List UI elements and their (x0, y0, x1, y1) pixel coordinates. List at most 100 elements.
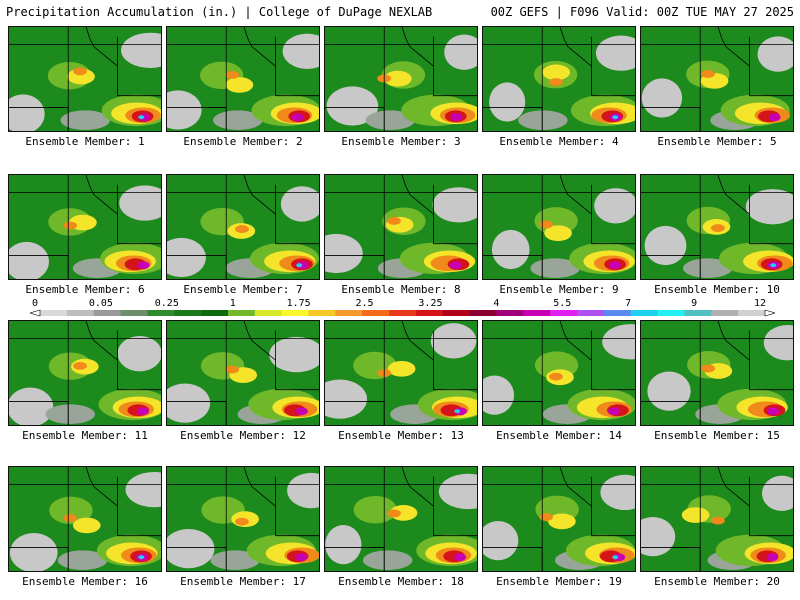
ensemble-map-panel (166, 320, 320, 426)
dry-area (530, 258, 580, 279)
extreme-area (612, 555, 619, 560)
ensemble-map-panel (482, 174, 636, 280)
colorbar-tick-label: 0 (31, 298, 39, 309)
dry-area (282, 33, 319, 69)
colorbar-tick-label: 12 (753, 298, 767, 309)
border-line (641, 547, 701, 571)
ensemble-map-panel (8, 26, 162, 132)
colorbar-swatch (308, 310, 336, 316)
ensemble-map-panel (166, 26, 320, 132)
member-caption: Ensemble Member: 7 (183, 283, 303, 296)
river-line (559, 321, 592, 361)
colorbar-tick-label: 0.25 (154, 298, 179, 309)
border-line (433, 184, 477, 245)
member-caption: Ensemble Member: 4 (499, 135, 619, 148)
river-line (243, 27, 276, 67)
river-line (717, 467, 750, 507)
extreme-area (612, 115, 619, 120)
precip-field (483, 175, 635, 279)
heavy-area (544, 225, 572, 242)
ensemble-map-panel (8, 466, 162, 572)
dry-area (60, 110, 110, 131)
river-line (243, 321, 276, 361)
dry-area (444, 34, 477, 70)
precip-field (483, 27, 635, 131)
border-line (117, 476, 161, 537)
border-line (167, 401, 227, 425)
dry-area (9, 241, 49, 279)
dry-area (757, 36, 793, 72)
border-line (167, 547, 227, 571)
extreme-area (296, 263, 303, 268)
dry-area (483, 375, 515, 415)
heavy-area (701, 69, 715, 78)
border-line (117, 36, 161, 97)
dry-area (117, 336, 161, 372)
dry-area (119, 185, 161, 221)
heavy-area (235, 517, 249, 526)
precip-field (325, 467, 477, 571)
dry-area (325, 233, 363, 274)
extreme-area (766, 553, 779, 562)
border-line (749, 330, 793, 391)
model-run-info: 00Z GEFS | F096 Valid: 00Z TUE MAY 27 20… (490, 5, 794, 19)
heavy-area (387, 509, 401, 518)
dry-area (644, 225, 687, 266)
chart-title: Precipitation Accumulation (in.) | Colle… (6, 5, 433, 19)
precip-field (483, 321, 635, 425)
precip-field (641, 27, 793, 131)
heavy-area (225, 71, 240, 79)
colorbar-swatch (657, 310, 685, 316)
extreme-area (767, 407, 779, 416)
dry-area (167, 237, 206, 278)
dry-area (518, 110, 568, 131)
river-line (401, 467, 434, 507)
border-line (591, 476, 635, 537)
dry-area (438, 473, 477, 510)
colorbar-swatch (389, 310, 417, 316)
colorbar-swatch (120, 310, 148, 316)
extreme-area (449, 261, 462, 270)
ensemble-map-panel (640, 466, 794, 572)
dry-area (483, 521, 519, 561)
river-line (401, 27, 434, 67)
precip-field (325, 321, 477, 425)
moderate-area (353, 495, 398, 524)
border-line (591, 330, 635, 391)
border-line (9, 255, 69, 279)
colorbar-tick-label: 5.5 (553, 298, 572, 309)
colorbar-swatch (630, 310, 659, 316)
extreme-area (138, 115, 145, 120)
colorbar-swatch (496, 310, 524, 316)
heavy-area (548, 513, 576, 530)
colorbar-swatch (254, 310, 283, 316)
dry-area (647, 371, 691, 411)
extreme-area (455, 407, 467, 416)
extreme-area (296, 261, 309, 270)
dry-area (362, 550, 413, 571)
extreme-area (137, 261, 150, 270)
border-line (325, 107, 385, 131)
member-caption: Ensemble Member: 14 (496, 429, 622, 442)
extreme-area (291, 113, 304, 122)
colorbar-swatch (362, 310, 390, 316)
border-line (325, 547, 385, 571)
dry-area (57, 550, 108, 571)
ensemble-map-panel (482, 466, 636, 572)
extreme-area (454, 553, 467, 562)
dry-area (763, 325, 793, 361)
dry-area (595, 35, 635, 71)
border-line (433, 476, 477, 537)
member-caption: Ensemble Member: 11 (22, 429, 148, 442)
precip-field (9, 321, 161, 425)
border-line (641, 401, 701, 425)
precip-field (325, 175, 477, 279)
dry-area (125, 471, 161, 508)
colorbar-tick-label: 1 (229, 298, 236, 309)
ensemble-map-panel (324, 26, 478, 132)
ensemble-map-panel (166, 174, 320, 280)
colorbar-swatch (711, 310, 739, 316)
border-line (9, 547, 69, 571)
border-line (591, 184, 635, 245)
dry-area (365, 110, 415, 131)
